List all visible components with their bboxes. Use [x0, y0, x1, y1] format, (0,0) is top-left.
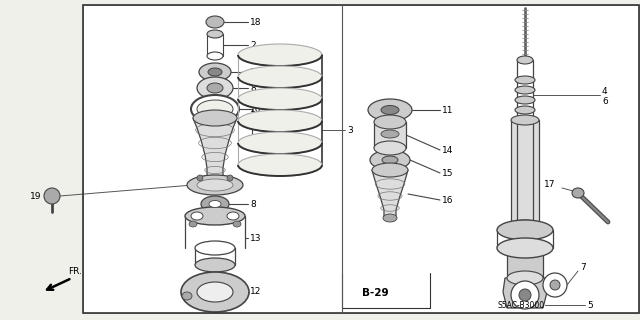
Ellipse shape	[517, 56, 533, 64]
Text: 15: 15	[442, 169, 454, 178]
Bar	[207, 34, 223, 56]
Ellipse shape	[207, 52, 223, 60]
Ellipse shape	[515, 96, 535, 104]
Ellipse shape	[383, 214, 397, 222]
Text: 11: 11	[442, 106, 454, 115]
Ellipse shape	[181, 272, 249, 312]
Bar	[374, 122, 406, 148]
Ellipse shape	[195, 258, 235, 272]
Text: 16: 16	[442, 196, 454, 204]
Ellipse shape	[197, 179, 233, 191]
Ellipse shape	[238, 154, 322, 176]
Ellipse shape	[189, 221, 197, 227]
Ellipse shape	[515, 86, 535, 94]
Ellipse shape	[207, 30, 223, 38]
Ellipse shape	[381, 106, 399, 115]
Ellipse shape	[227, 175, 233, 181]
Ellipse shape	[374, 141, 406, 155]
Ellipse shape	[197, 282, 233, 302]
Text: 19: 19	[30, 191, 42, 201]
Ellipse shape	[515, 106, 535, 114]
Text: 5: 5	[587, 300, 593, 309]
Ellipse shape	[543, 273, 567, 297]
Ellipse shape	[199, 63, 231, 81]
Text: 12: 12	[250, 287, 261, 297]
Ellipse shape	[191, 212, 203, 220]
Ellipse shape	[238, 110, 322, 132]
Ellipse shape	[550, 280, 560, 290]
Ellipse shape	[497, 238, 553, 258]
Text: 8: 8	[250, 199, 256, 209]
Text: S5AC-B3000: S5AC-B3000	[497, 301, 544, 310]
Ellipse shape	[374, 115, 406, 129]
Ellipse shape	[368, 99, 412, 121]
Ellipse shape	[511, 220, 539, 230]
Text: 10: 10	[250, 105, 262, 114]
Bar	[83, 5, 639, 313]
Ellipse shape	[187, 175, 243, 195]
Ellipse shape	[44, 188, 60, 204]
Ellipse shape	[372, 163, 408, 177]
Ellipse shape	[209, 201, 221, 207]
Ellipse shape	[197, 77, 233, 99]
Text: 3: 3	[347, 125, 353, 134]
Text: 18: 18	[250, 18, 262, 27]
Ellipse shape	[238, 66, 322, 88]
Ellipse shape	[507, 271, 543, 285]
Text: 1: 1	[250, 68, 256, 76]
Ellipse shape	[515, 76, 535, 84]
Ellipse shape	[381, 130, 399, 138]
Ellipse shape	[382, 156, 398, 164]
Ellipse shape	[233, 221, 241, 227]
Ellipse shape	[195, 241, 235, 255]
Ellipse shape	[197, 175, 203, 181]
Bar	[83, 5, 639, 313]
Text: 17: 17	[543, 180, 555, 188]
Ellipse shape	[197, 100, 233, 118]
Ellipse shape	[185, 207, 245, 225]
Text: 13: 13	[250, 234, 262, 243]
Text: 9: 9	[258, 140, 264, 149]
Bar	[507, 248, 543, 278]
Ellipse shape	[201, 196, 229, 212]
Text: 8: 8	[250, 84, 256, 92]
Polygon shape	[372, 170, 408, 218]
Ellipse shape	[207, 83, 223, 93]
Ellipse shape	[370, 150, 410, 170]
Polygon shape	[193, 118, 237, 180]
Ellipse shape	[572, 188, 584, 198]
Ellipse shape	[206, 16, 224, 28]
Text: 6: 6	[602, 97, 608, 106]
Bar	[511, 120, 539, 225]
Ellipse shape	[511, 115, 539, 125]
Polygon shape	[503, 278, 547, 308]
Ellipse shape	[227, 212, 239, 220]
Text: 2: 2	[250, 41, 255, 50]
Ellipse shape	[497, 220, 553, 240]
Ellipse shape	[238, 132, 322, 154]
Ellipse shape	[511, 281, 539, 309]
Text: 14: 14	[442, 146, 453, 155]
Text: 4: 4	[602, 86, 607, 95]
Ellipse shape	[193, 110, 237, 126]
Text: B-29: B-29	[362, 288, 388, 298]
Ellipse shape	[191, 95, 239, 123]
Ellipse shape	[208, 68, 222, 76]
Ellipse shape	[519, 289, 531, 301]
Ellipse shape	[238, 44, 322, 66]
Text: FR.: FR.	[68, 267, 82, 276]
Text: 7: 7	[580, 263, 586, 273]
Ellipse shape	[238, 88, 322, 110]
Ellipse shape	[182, 292, 192, 300]
